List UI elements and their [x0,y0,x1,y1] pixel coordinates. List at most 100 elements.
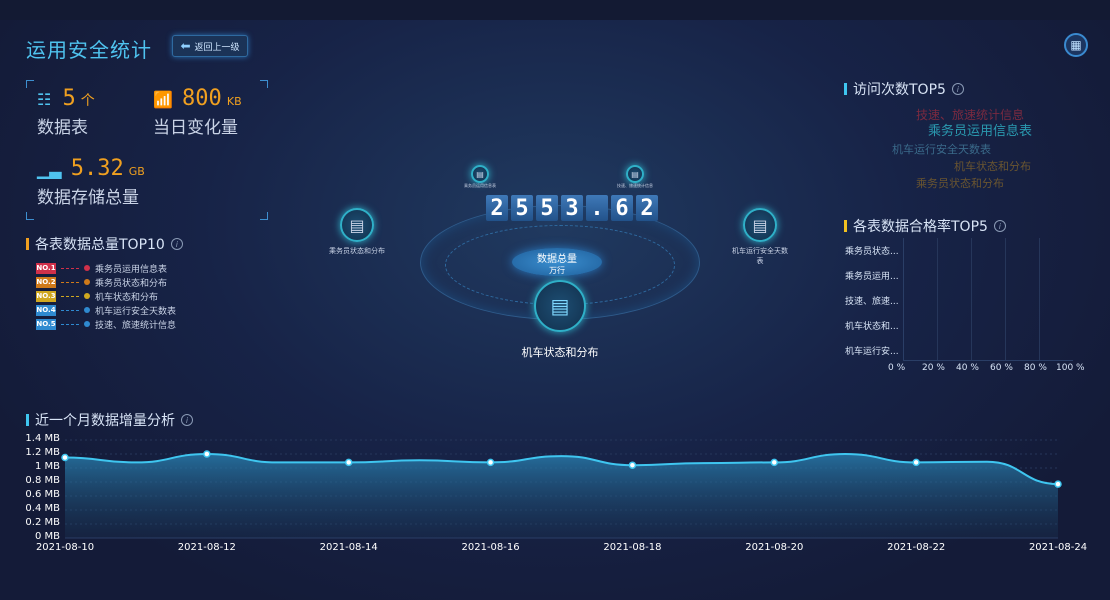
digit: 6 [611,195,633,221]
x-tick-label: 2021-08-24 [1028,542,1088,553]
total-unit: 万行 [549,266,565,275]
data-point[interactable] [628,461,637,469]
rank-badge: NO.4 [36,304,56,316]
data-point[interactable] [203,450,211,458]
word[interactable]: 技速、旅速统计信息 [916,108,1025,122]
accent-bar [26,238,29,250]
x-tick-label: 2021-08-14 [319,542,378,553]
frame-corner [26,212,34,220]
dash-line [61,309,79,311]
back-label: 返回上一级 [194,42,240,53]
tick-label: 60 % [990,363,1013,373]
frame-corner [260,212,268,220]
table-icon: ▤ [471,165,489,183]
stat-unit: GB [128,165,145,178]
tick-label: 20 % [922,363,945,373]
digit: 2 [636,195,658,221]
stat-daily-change: 📶 800 KB 当日变化量 [153,86,242,138]
arrow-left-icon: ⬅ [180,39,191,53]
rank-badge: NO.3 [36,290,56,302]
info-icon[interactable]: i [993,220,1006,232]
node-crew-status[interactable]: ▤ 乘务员状态和分布 [327,208,387,256]
section-title: 各表数据总量TOP10 [35,237,165,253]
info-icon[interactable]: i [951,83,964,95]
list-item: NO.3 机车状态和分布 [36,289,176,303]
word[interactable]: 乘务员状态和分布 [916,177,1004,190]
category-label: 乘务员运用... [845,272,899,282]
digit: 5 [536,195,558,221]
accent-bar [844,83,847,95]
word[interactable]: 机车状态和分布 [954,160,1031,173]
list-item: NO.1 乘务员运用信息表 [36,261,176,275]
data-point[interactable] [344,458,353,467]
data-point[interactable] [486,458,495,467]
word[interactable]: 乘务员运用信息表 [928,124,1033,139]
x-tick-label: 2021-08-18 [603,542,662,553]
data-point[interactable] [912,458,920,467]
data-point[interactable] [61,453,69,462]
top10-header: 各表数据总量TOP10 i [26,234,183,254]
node-label: 机车运行安全天数表 [732,247,788,265]
section-title: 各表数据合格率TOP5 [853,219,988,235]
dot [84,307,90,313]
stat-unit: KB [226,95,242,108]
pass-rate-categories: 乘务员状态... 乘务员运用... 技速、旅速... 机车状态和... 机车运行… [845,244,905,369]
frame-corner [26,80,34,88]
accent-bar [844,220,847,232]
total-platform: 数据总量 万行 [512,248,602,276]
dot [84,265,90,271]
item-name: 机车状态和分布 [95,292,159,303]
x-tick-label: 2021-08-20 [745,542,804,553]
top10-list: NO.1 乘务员运用信息表 NO.2 乘务员状态和分布 NO.3 机车状态和分布 NO… [36,261,176,331]
stat-value: 5.32 [70,156,124,181]
word[interactable]: 机车运行安全天数表 [892,143,991,156]
increment-header: 近一个月数据增量分析 i [26,410,193,430]
category-label: 机车状态和... [845,322,899,332]
info-icon[interactable]: i [170,238,183,250]
category-label: 技速、旅速... [845,297,899,307]
y-tick-label: 0.4 MB [25,503,60,514]
dash-line [61,295,79,297]
item-name: 乘务员运用信息表 [95,264,168,275]
stat-value: 800 [182,86,222,111]
info-icon[interactable]: i [181,414,193,426]
section-title: 访问次数TOP5 [853,82,946,98]
category-label: 机车运行安... [845,347,899,357]
list-item: NO.4 机车运行安全天数表 [36,303,176,317]
pass-rate-axis [903,238,1073,361]
rank-badge: NO.5 [36,318,56,330]
rank-badge: NO.2 [36,276,56,288]
grid-icon[interactable]: ▦ [1064,33,1088,57]
dash-line [61,323,79,325]
dash-line [61,281,79,283]
back-button[interactable]: ⬅ 返回上一级 [172,35,248,57]
node-loco-status[interactable]: ▤ 机车状态和分布 [510,280,610,360]
y-tick-label: 0 MB [34,531,60,542]
node-safety-days[interactable]: ▤ 机车运行安全天数表 [730,208,790,266]
x-tick-label: 2021-08-16 [461,542,520,553]
x-tick-label: 2021-08-12 [177,542,236,553]
dot [84,279,90,285]
dash-line [61,267,79,269]
data-point[interactable] [1054,480,1062,488]
digit: 5 [511,195,533,221]
item-name: 乘务员状态和分布 [95,278,168,289]
y-tick-label: 0.2 MB [25,517,60,528]
visits-header: 访问次数TOP5 i [844,79,964,99]
stat-label: 当日变化量 [153,118,238,138]
stat-unit: 个 [80,93,95,109]
frame-corner [260,80,268,88]
word-cloud: 技速、旅速统计信息 乘务员运用信息表 机车运行安全天数表 机车状态和分布 乘务员… [840,108,1100,198]
node-crew-usage[interactable]: ▤ 乘务员运用信息表 [455,165,505,189]
data-point[interactable] [770,458,779,467]
digit: 3 [561,195,583,221]
x-tick-label: 2021-08-10 [35,542,95,553]
pass-rate-header: 各表数据合格率TOP5 i [844,216,1006,236]
table-icon: ▤ [340,208,374,242]
node-label: 机车状态和分布 [521,346,599,359]
list-item: NO.2 乘务员状态和分布 [36,275,176,289]
node-speed-stats[interactable]: ▤ 技速、旅速统计信息 [610,165,660,189]
tick-label: 100 % [1056,363,1085,373]
tick-label: 40 % [956,363,979,373]
